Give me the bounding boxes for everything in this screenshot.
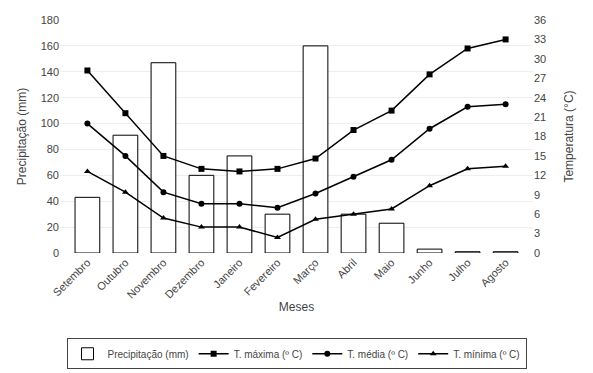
svg-text:60: 60: [47, 169, 59, 181]
svg-text:Julho: Julho: [446, 256, 473, 283]
svg-text:3: 3: [534, 227, 540, 239]
svg-text:Setembro: Setembro: [50, 256, 92, 298]
svg-text:33: 33: [534, 33, 546, 45]
svg-text:0: 0: [53, 247, 59, 259]
svg-text:180: 180: [41, 14, 59, 26]
svg-text:T. média (º C): T. média (º C): [347, 349, 408, 360]
svg-text:140: 140: [41, 66, 59, 78]
svg-text:15: 15: [534, 150, 546, 162]
svg-text:Temperatura (°C): Temperatura (°C): [562, 90, 576, 182]
svg-text:40: 40: [47, 195, 59, 207]
svg-text:160: 160: [41, 40, 59, 52]
svg-text:30: 30: [534, 53, 546, 65]
svg-text:T. máxima (º C): T. máxima (º C): [234, 349, 303, 360]
svg-text:T. mínima (º C): T. mínima (º C): [453, 349, 519, 360]
svg-text:9: 9: [534, 189, 540, 201]
svg-text:Precipitação (mm): Precipitação (mm): [108, 349, 189, 360]
svg-text:24: 24: [534, 92, 546, 104]
svg-text:Fevereiro: Fevereiro: [241, 256, 282, 297]
svg-text:Maio: Maio: [372, 256, 397, 281]
svg-text:Março: Março: [291, 256, 321, 286]
svg-text:80: 80: [47, 143, 59, 155]
svg-text:0: 0: [534, 247, 540, 259]
svg-text:Outubro: Outubro: [94, 256, 131, 293]
svg-text:6: 6: [534, 208, 540, 220]
svg-text:Dezembro: Dezembro: [162, 256, 206, 300]
svg-text:Junho: Junho: [405, 256, 435, 286]
svg-text:100: 100: [41, 117, 59, 129]
svg-text:Janeiro: Janeiro: [211, 256, 245, 290]
svg-text:20: 20: [47, 221, 59, 233]
svg-text:21: 21: [534, 111, 546, 123]
svg-text:120: 120: [41, 92, 59, 104]
svg-text:Precipitação (mm): Precipitação (mm): [15, 88, 29, 185]
svg-text:Abril: Abril: [335, 256, 359, 280]
svg-text:Novembro: Novembro: [124, 256, 168, 300]
svg-text:Agosto: Agosto: [478, 256, 511, 289]
svg-text:27: 27: [534, 72, 546, 84]
svg-text:Meses: Meses: [279, 300, 314, 314]
svg-text:18: 18: [534, 130, 546, 142]
svg-text:36: 36: [534, 14, 546, 26]
svg-text:12: 12: [534, 169, 546, 181]
